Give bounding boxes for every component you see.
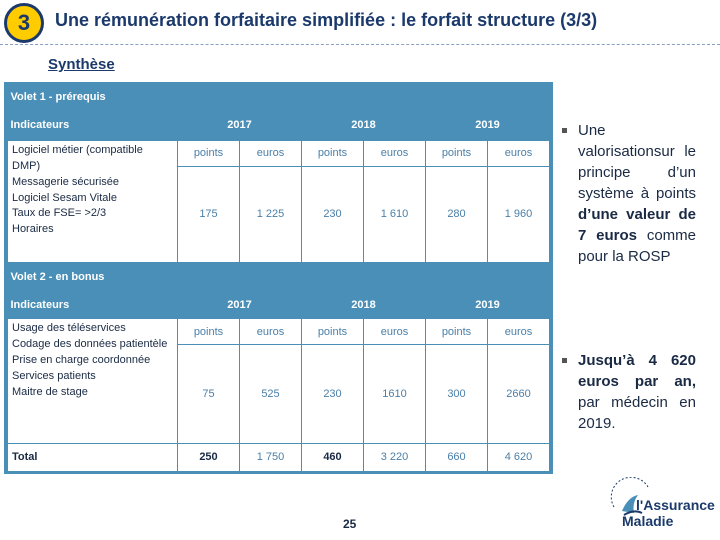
total-label: Total: [7, 442, 178, 473]
unit-cell: euros: [363, 139, 426, 167]
value-cell: 280: [425, 165, 488, 264]
total-value: 660: [425, 442, 488, 473]
header-divider: [0, 44, 720, 45]
bullet-item: Jusqu’à 4 620 euros par an, par médecin …: [560, 350, 696, 434]
assurance-maladie-logo: l'Assurance Maladie: [600, 476, 715, 535]
value-cell: 230: [301, 344, 364, 444]
table-row: 75 525 230 1610 300 2660: [8, 344, 550, 444]
list-item: Services patients: [12, 370, 96, 383]
table-row: Indicateurs 2017 2018 2019: [8, 110, 550, 140]
volet2-items-cell: Usage des téléservices Codage des donnée…: [7, 318, 178, 444]
table-row: 175 1 225 230 1 610 280 1 960: [8, 165, 550, 264]
volet1-title: Volet 1 - prérequis: [10, 91, 106, 104]
list-item: Taux de FSE= >2/3: [12, 207, 107, 220]
unit-cell: euros: [363, 318, 426, 346]
table-row-total: Total 250 1 750 460 3 220 660 4 620: [7, 442, 550, 473]
value-cell: 1 225: [239, 165, 302, 264]
unit-cell: points: [425, 139, 488, 167]
bullet-list: Une valorisationsur le principe d’un sys…: [560, 120, 696, 267]
value-cell: 1 610: [363, 165, 426, 264]
logo-text-line2: Maladie: [622, 513, 674, 529]
synthesis-table: Volet 1 - prérequis Indicateurs 2017 201…: [4, 82, 553, 474]
page-subtitle: Synthèse: [48, 56, 115, 73]
unit-cell: points: [425, 318, 488, 346]
table-row: Indicateurs 2017 2018 2019: [8, 291, 550, 319]
volet1-year-2017: 2017: [227, 118, 252, 131]
total-value: 4 620: [487, 442, 550, 473]
logo-emblem-icon: [610, 476, 649, 516]
table-row: Volet 1 - prérequis: [8, 84, 550, 110]
bullet-list-2: Jusqu’à 4 620 euros par an, par médecin …: [560, 350, 696, 434]
volet1-year-2019: 2019: [475, 118, 500, 131]
page-title: Une rémunération forfaitaire simplifiée …: [55, 10, 598, 30]
volet2-year-2018: 2018: [351, 298, 376, 311]
value-cell: 75: [177, 344, 240, 444]
value-cell: 230: [301, 165, 364, 264]
unit-cell: points: [177, 139, 240, 167]
unit-cell: points: [301, 318, 364, 346]
unit-cell: euros: [487, 318, 550, 346]
list-item: Logiciel métier (compatible DMP): [12, 143, 143, 172]
unit-cell: euros: [239, 139, 302, 167]
table-row: Logiciel métier (compatible DMP) Message…: [7, 139, 550, 264]
list-item: Codage des données patientèle: [12, 338, 168, 351]
list-item: Messagerie sécurisée: [12, 175, 119, 188]
total-value: 1 750: [239, 442, 302, 473]
volet1-year-2018: 2018: [351, 118, 376, 131]
unit-cell: euros: [487, 139, 550, 167]
section-number-badge: 3: [4, 3, 44, 43]
value-cell: 300: [425, 344, 488, 444]
value-cell: 1610: [363, 344, 426, 444]
list-item: Usage des téléservices: [12, 322, 126, 335]
value-cell: 1 960: [487, 165, 550, 264]
unit-cell: points: [177, 318, 240, 346]
total-value: 3 220: [363, 442, 426, 473]
bullet-square-icon: [562, 358, 567, 363]
list-item: Maitre de stage: [12, 386, 88, 399]
value-cell: 525: [239, 344, 302, 444]
unit-cell: euros: [239, 318, 302, 346]
total-value: 250: [177, 442, 240, 473]
volet2-year-2017: 2017: [227, 298, 252, 311]
list-item: Horaires: [12, 223, 54, 236]
list-item: Prise en charge coordonnée: [12, 354, 151, 367]
bullet-item: Une valorisationsur le principe d’un sys…: [560, 120, 696, 267]
bullet-square-icon: [562, 128, 567, 133]
volet2-indicators-header: Indicateurs: [10, 298, 70, 311]
volet1-items-cell: Logiciel métier (compatible DMP) Message…: [7, 139, 178, 264]
volet2-title: Volet 2 - en bonus: [10, 270, 105, 283]
page-number: 25: [343, 517, 357, 531]
table-row: Usage des téléservices Codage des donnée…: [7, 318, 550, 444]
value-cell: 2660: [487, 344, 550, 444]
unit-cell: points: [301, 139, 364, 167]
total-value: 460: [301, 442, 364, 473]
volet1-indicators-header: Indicateurs: [10, 118, 70, 131]
list-item: Logiciel Sesam Vitale: [12, 191, 117, 204]
value-cell: 175: [177, 165, 240, 264]
table-row: Volet 2 - en bonus: [8, 263, 550, 291]
logo-text-line1: l'Assurance: [636, 497, 715, 513]
volet2-year-2019: 2019: [475, 298, 500, 311]
